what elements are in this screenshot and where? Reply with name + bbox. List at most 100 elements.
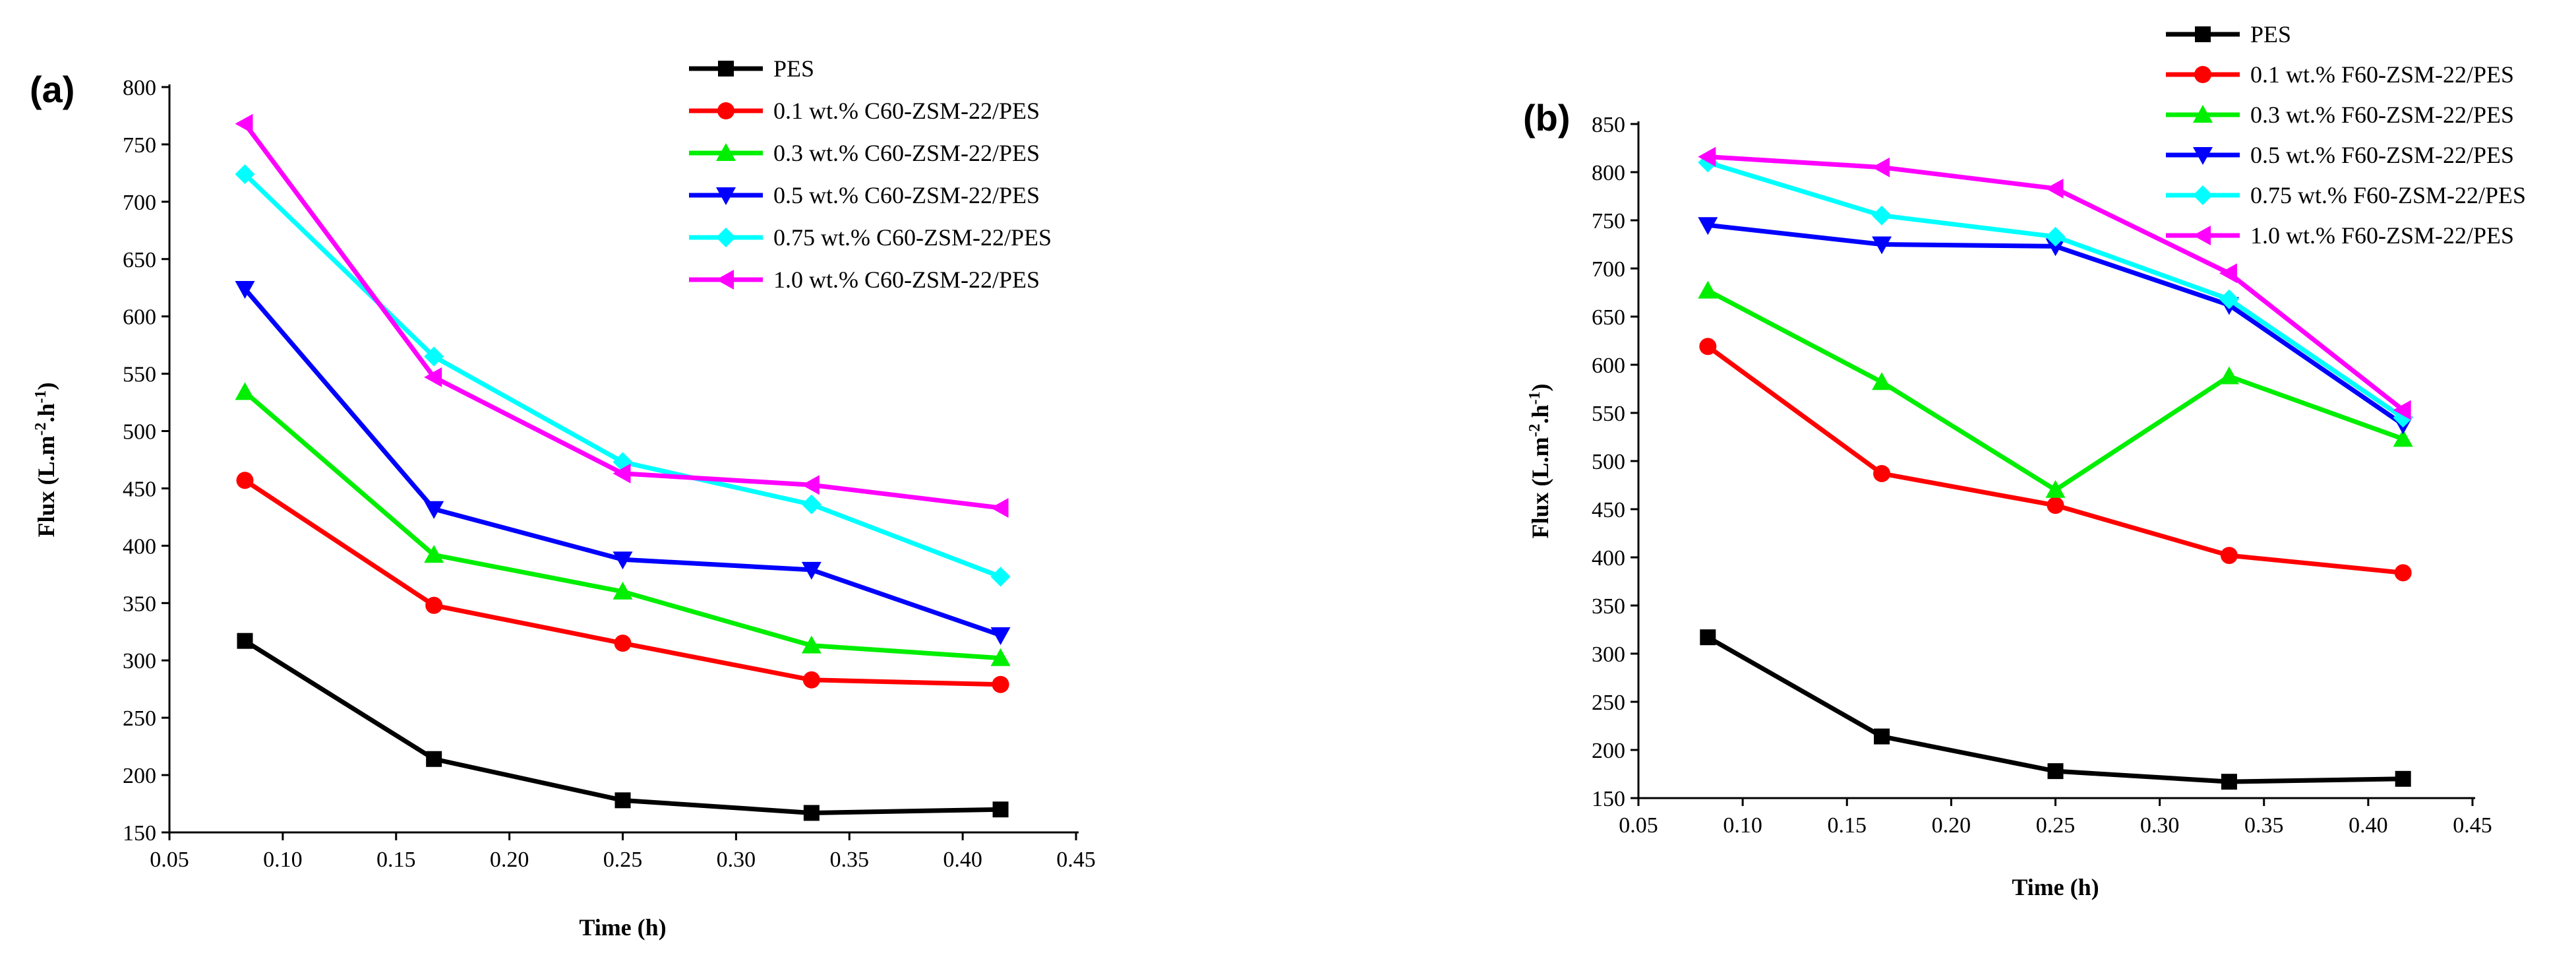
x-tick-label-b: 0.20 — [1932, 813, 1971, 838]
data-point-b-0-1 — [1874, 728, 1890, 745]
y-tick-label-b: 500 — [1592, 450, 1625, 474]
x-tick-label-b: 0.10 — [1723, 813, 1762, 838]
data-point-b-4-3 — [2219, 289, 2239, 309]
series-line-b-2 — [1706, 288, 2404, 493]
data-point-b-2-3 — [2219, 366, 2239, 385]
legend-label-b-5: 1.0 wt.% F60-ZSM-22/PES — [2250, 222, 2514, 249]
x-tick-label-b: 0.15 — [1828, 813, 1867, 838]
y-tick-label-b: 350 — [1592, 594, 1625, 619]
data-point-a-0-4 — [992, 801, 1009, 818]
legend-label-b-1: 0.1 wt.% F60-ZSM-22/PES — [2250, 61, 2514, 88]
x-tick-label-a: 0.30 — [717, 848, 756, 872]
y-tick-label-b: 300 — [1592, 642, 1625, 667]
data-point-b-2-1 — [1872, 372, 1892, 390]
panel-b-chart: 150 200 250 300 350 400 450 500 550 600 650 700 750 8… — [1523, 21, 2526, 900]
data-point-a-5-3 — [801, 475, 820, 495]
legend-label-b-2: 0.3 wt.% F60-ZSM-22/PES — [2250, 102, 2514, 128]
series-line-a-5 — [243, 122, 1001, 511]
data-point-a-3-2 — [613, 551, 633, 570]
y-tick-label-b: 400 — [1592, 546, 1625, 571]
legend-marker-a-3 — [716, 187, 736, 205]
data-point-b-0-4 — [2395, 770, 2411, 787]
y-tick-label-b: 150 — [1592, 787, 1625, 811]
x-tick-label-a: 0.45 — [1056, 848, 1096, 872]
y-tick-label-b: 550 — [1592, 402, 1625, 426]
y-tick-label-b: 450 — [1592, 498, 1625, 522]
y-tick-label-b: 600 — [1592, 354, 1625, 378]
x-tick-label-b: 0.35 — [2244, 813, 2284, 838]
legend-marker-a-1 — [717, 102, 734, 119]
legend-label-a-2: 0.3 wt.% C60-ZSM-22/PES — [773, 140, 1040, 166]
y-tick-label-a: 650 — [123, 248, 156, 272]
data-point-b-3-2 — [2045, 238, 2066, 257]
x-tick-label-a: 0.20 — [490, 848, 529, 872]
y-tick-label-b: 750 — [1592, 209, 1625, 233]
panel-a-chart: 150 200 250 300 350 400 450 500 550 600 650 700 750 8… — [30, 55, 1096, 941]
legend-marker-a-5 — [716, 270, 734, 290]
legend-marker-a-0 — [718, 61, 734, 77]
x-tick-label-a: 0.15 — [376, 848, 416, 872]
data-point-b-0-0 — [1700, 629, 1716, 646]
x-tick-label-b: 0.05 — [1619, 813, 1658, 838]
y-tick-label-b: 800 — [1592, 161, 1625, 185]
x-tick-label-b: 0.40 — [2349, 813, 2388, 838]
data-point-b-0-3 — [2221, 774, 2237, 790]
legend-marker-b-3 — [2193, 147, 2213, 165]
data-point-a-5-4 — [990, 498, 1009, 518]
data-point-a-1-4 — [992, 675, 1009, 693]
x-tick-label-b: 0.45 — [2453, 813, 2492, 838]
y-tick-label-a: 700 — [123, 191, 156, 215]
legend-label-a-5: 1.0 wt.% C60-ZSM-22/PES — [773, 266, 1040, 293]
legend-marker-b-4 — [2193, 185, 2213, 205]
data-point-a-3-0 — [235, 280, 255, 299]
data-point-a-1-1 — [425, 596, 443, 614]
data-point-a-3-3 — [801, 561, 822, 580]
y-tick-label-a: 500 — [123, 420, 156, 445]
x-axis-title-a: Time (h) — [579, 914, 666, 941]
y-tick-label-b: 250 — [1592, 691, 1625, 715]
y-tick-label-b: 200 — [1592, 739, 1625, 763]
legend-label-b-0: PES — [2250, 21, 2291, 47]
data-point-b-4-2 — [2045, 226, 2066, 247]
y-tick-label-a: 450 — [123, 477, 156, 501]
data-point-a-2-2 — [613, 581, 633, 600]
data-point-b-4-1 — [1872, 205, 1892, 226]
data-point-b-5-4 — [2393, 400, 2411, 420]
series-line-b-1 — [1706, 344, 2404, 575]
data-point-b-5-3 — [2219, 263, 2237, 284]
x-tick-label-a: 0.25 — [603, 848, 643, 872]
data-point-b-5-0 — [1698, 146, 1716, 167]
data-point-b-1-0 — [1699, 338, 1717, 356]
y-tick-label-a: 200 — [123, 764, 156, 788]
legend-label-a-3: 0.5 wt.% C60-ZSM-22/PES — [773, 182, 1040, 208]
data-point-a-0-0 — [237, 633, 253, 649]
y-tick-label-a: 750 — [123, 133, 156, 158]
y-tick-label-b: 650 — [1592, 305, 1625, 330]
y-tick-label-a: 350 — [123, 592, 156, 616]
data-point-b-0-2 — [2047, 763, 2064, 780]
series-line-a-0 — [243, 638, 1001, 815]
y-tick-label-a: 150 — [123, 821, 156, 846]
data-point-a-1-0 — [236, 472, 254, 489]
data-point-a-0-3 — [803, 805, 820, 821]
data-point-b-1-1 — [1873, 464, 1891, 482]
data-point-a-3-1 — [424, 501, 444, 519]
x-tick-label-a: 0.40 — [943, 848, 982, 872]
legend-label-a-0: PES — [773, 55, 814, 82]
y-tick-label-a: 600 — [123, 305, 156, 330]
x-tick-label-a: 0.05 — [150, 848, 189, 872]
series-line-a-2 — [243, 390, 1001, 661]
data-point-a-4-1 — [424, 346, 444, 367]
data-point-a-3-4 — [990, 627, 1011, 645]
data-point-b-5-2 — [2045, 178, 2064, 199]
legend-marker-b-0 — [2195, 26, 2211, 42]
data-point-b-1-2 — [2047, 497, 2064, 514]
y-tick-label-b: 850 — [1592, 113, 1625, 137]
data-point-a-1-2 — [614, 635, 632, 652]
x-axis-title-b: Time (h) — [2012, 874, 2099, 900]
legend-marker-b-1 — [2194, 66, 2211, 83]
data-point-a-5-0 — [235, 113, 253, 134]
y-tick-label-a: 400 — [123, 534, 156, 559]
data-point-b-3-1 — [1872, 236, 1892, 255]
data-point-a-2-3 — [801, 635, 822, 654]
